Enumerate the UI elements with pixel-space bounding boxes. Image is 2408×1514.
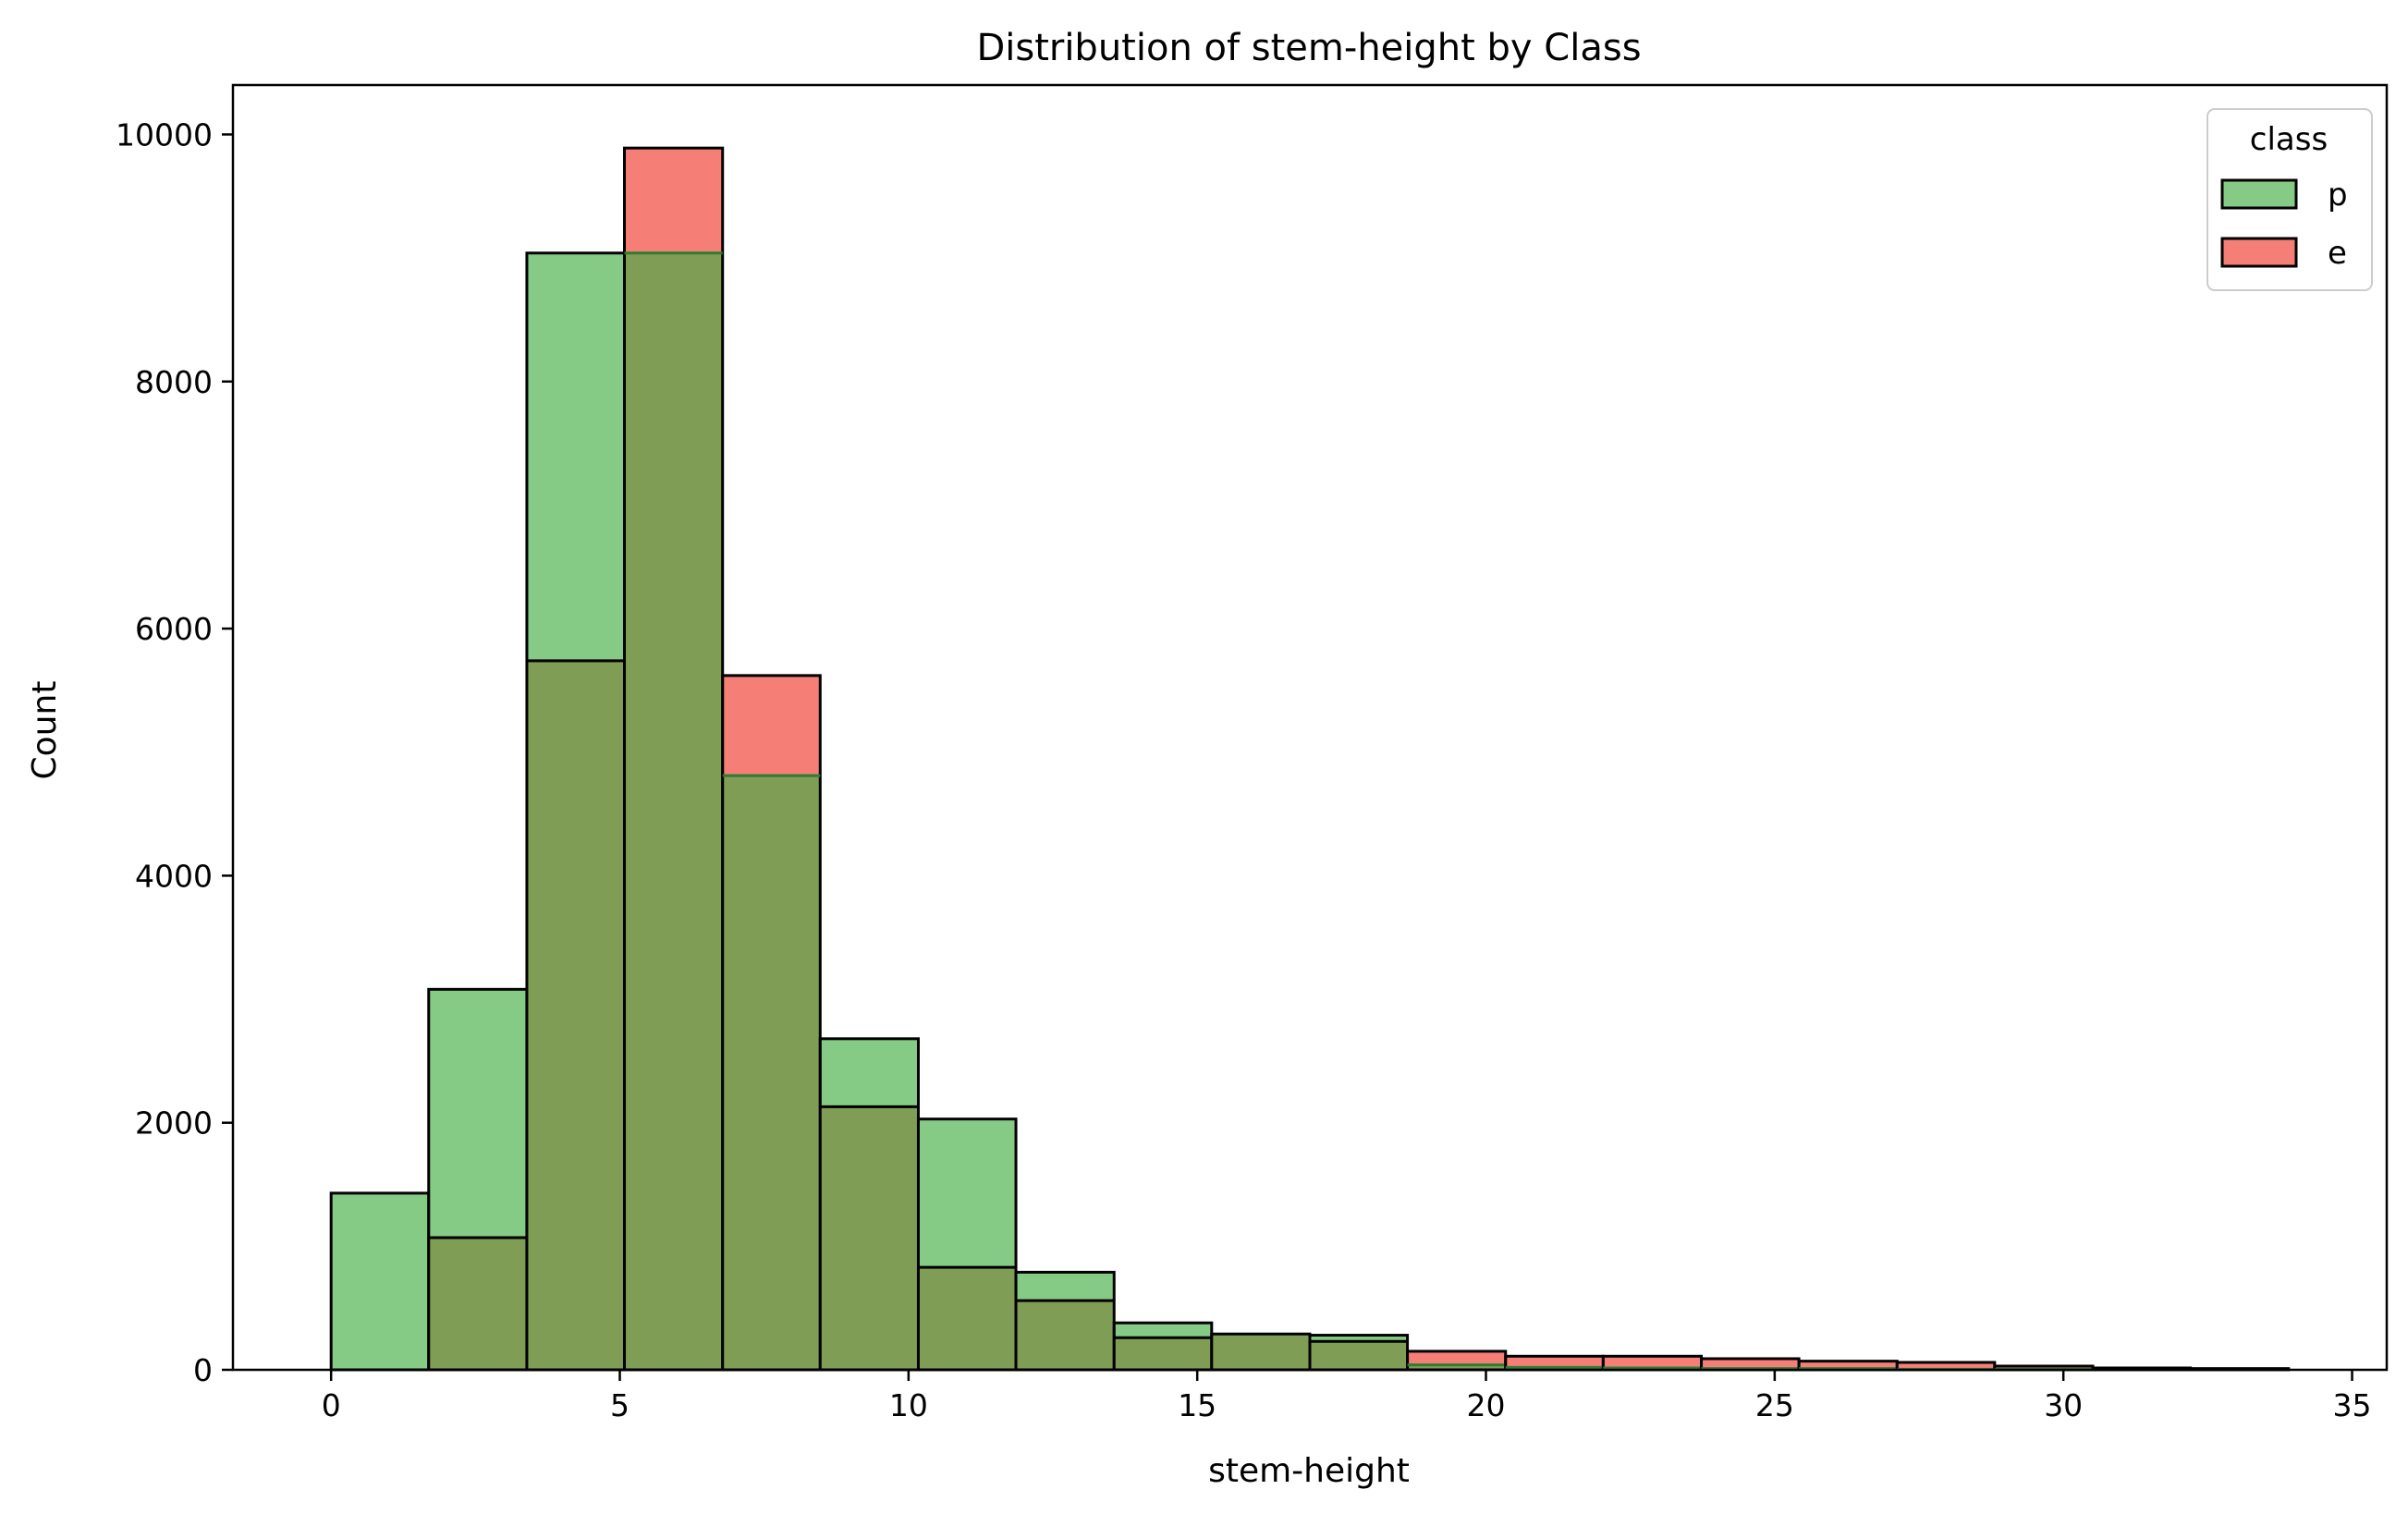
x-tick-label-35: 35 <box>2333 1387 2372 1423</box>
x-tick-label-30: 30 <box>2044 1387 2083 1423</box>
bar-overlap-bin-6 <box>918 1267 1017 1370</box>
bar-p-excess-bin-10 <box>1310 1335 1408 1342</box>
legend-label-p: p <box>2328 177 2348 214</box>
bar-overlap-bin-9 <box>1211 1334 1310 1370</box>
bar-p-excess-bin-8 <box>1114 1323 1212 1338</box>
x-tick-label-15: 15 <box>1178 1387 1216 1423</box>
bar-e-excess-bin-12 <box>1505 1356 1604 1368</box>
x-tick-label-5: 5 <box>610 1387 630 1423</box>
bar-overlap-bin-8 <box>1114 1337 1212 1370</box>
x-axis-title: stem-height <box>1208 1452 1410 1490</box>
legend: class p e <box>2206 108 2373 291</box>
chart-title: Distribution of stem-height by Class <box>976 27 1641 69</box>
y-tick-label-2000: 2000 <box>135 1105 213 1142</box>
y-tick-label-4000: 4000 <box>135 858 213 894</box>
y-tick-label-0: 0 <box>193 1352 213 1388</box>
y-tick-label-8000: 8000 <box>135 364 213 400</box>
bar-overlap-bin-7 <box>1016 1300 1115 1370</box>
bar-overlap-bin-1 <box>428 1237 527 1370</box>
x-tick-label-0: 0 <box>322 1387 341 1423</box>
bar-overlap-bin-3 <box>624 252 723 1370</box>
x-tick-label-10: 10 <box>889 1387 928 1423</box>
bar-e-excess-bin-16 <box>1897 1361 1995 1370</box>
plot-frame <box>231 83 2389 1372</box>
legend-label-e: e <box>2328 235 2347 272</box>
bar-p-excess-bin-7 <box>1016 1272 1115 1301</box>
bar-overlap-bin-2 <box>526 660 625 1370</box>
x-tick-label-25: 25 <box>1755 1387 1794 1423</box>
bar-e-excess-bin-11 <box>1407 1350 1506 1365</box>
legend-swatch-e <box>2220 237 2298 268</box>
bar-e-excess-bin-13 <box>1603 1356 1702 1368</box>
bar-p-excess-bin-5 <box>820 1038 919 1107</box>
bar-overlap-bin-11 <box>1407 1364 1506 1370</box>
bar-e-excess-bin-15 <box>1799 1361 1898 1369</box>
y-tick-label-6000: 6000 <box>135 611 213 647</box>
bar-p-excess-bin-0 <box>331 1192 429 1370</box>
bar-overlap-bin-4 <box>722 775 821 1370</box>
bar-p-excess-bin-1 <box>428 989 527 1238</box>
x-tick-label-20: 20 <box>1467 1387 1506 1423</box>
legend-swatch-p <box>2220 178 2298 210</box>
y-tick-label-10000: 10000 <box>116 116 213 153</box>
y-axis-title: Count <box>26 681 64 780</box>
bar-e-excess-bin-3 <box>624 148 723 253</box>
bar-e-excess-bin-17 <box>1994 1365 2094 1370</box>
bar-p-excess-bin-6 <box>918 1118 1017 1268</box>
axes-layer: 0 5 10 15 20 25 30 35 0 2000 4000 6000 8000 10000 <box>116 83 2389 1423</box>
bar-p-excess-bin-2 <box>526 252 625 661</box>
bar-e-excess-bin-4 <box>722 675 821 776</box>
bar-overlap-bin-10 <box>1310 1341 1408 1370</box>
bar-e-excess-bin-14 <box>1701 1358 1800 1369</box>
legend-title: class <box>2250 121 2328 158</box>
bar-overlap-bin-5 <box>820 1106 919 1370</box>
